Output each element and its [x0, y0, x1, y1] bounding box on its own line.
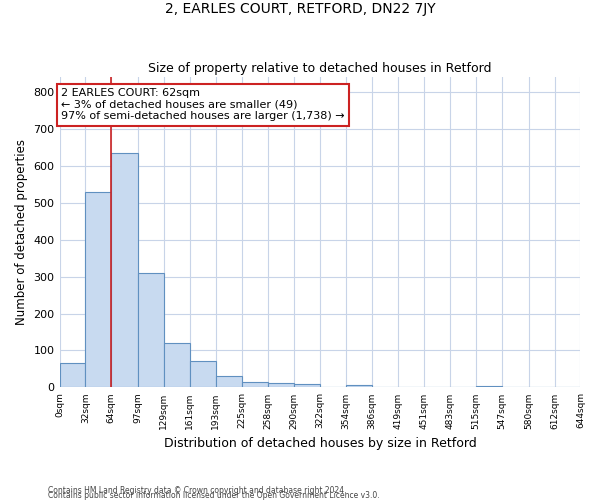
Text: Contains HM Land Registry data © Crown copyright and database right 2024.: Contains HM Land Registry data © Crown c… [48, 486, 347, 495]
Text: 2 EARLES COURT: 62sqm
← 3% of detached houses are smaller (49)
97% of semi-detac: 2 EARLES COURT: 62sqm ← 3% of detached h… [61, 88, 345, 122]
Bar [85, 192, 112, 388]
Y-axis label: Number of detached properties: Number of detached properties [15, 139, 28, 325]
Text: 2, EARLES COURT, RETFORD, DN22 7JY: 2, EARLES COURT, RETFORD, DN22 7JY [164, 2, 436, 16]
Bar [59, 364, 85, 388]
Bar [215, 376, 242, 388]
Bar [138, 273, 164, 388]
Bar [190, 361, 215, 388]
Bar [476, 386, 502, 388]
Text: Contains public sector information licensed under the Open Government Licence v3: Contains public sector information licen… [48, 491, 380, 500]
Title: Size of property relative to detached houses in Retford: Size of property relative to detached ho… [148, 62, 492, 74]
Bar [164, 343, 190, 388]
X-axis label: Distribution of detached houses by size in Retford: Distribution of detached houses by size … [164, 437, 476, 450]
Bar [112, 153, 138, 388]
Bar [242, 382, 268, 388]
Bar [268, 383, 294, 388]
Bar [346, 385, 372, 388]
Bar [294, 384, 320, 388]
